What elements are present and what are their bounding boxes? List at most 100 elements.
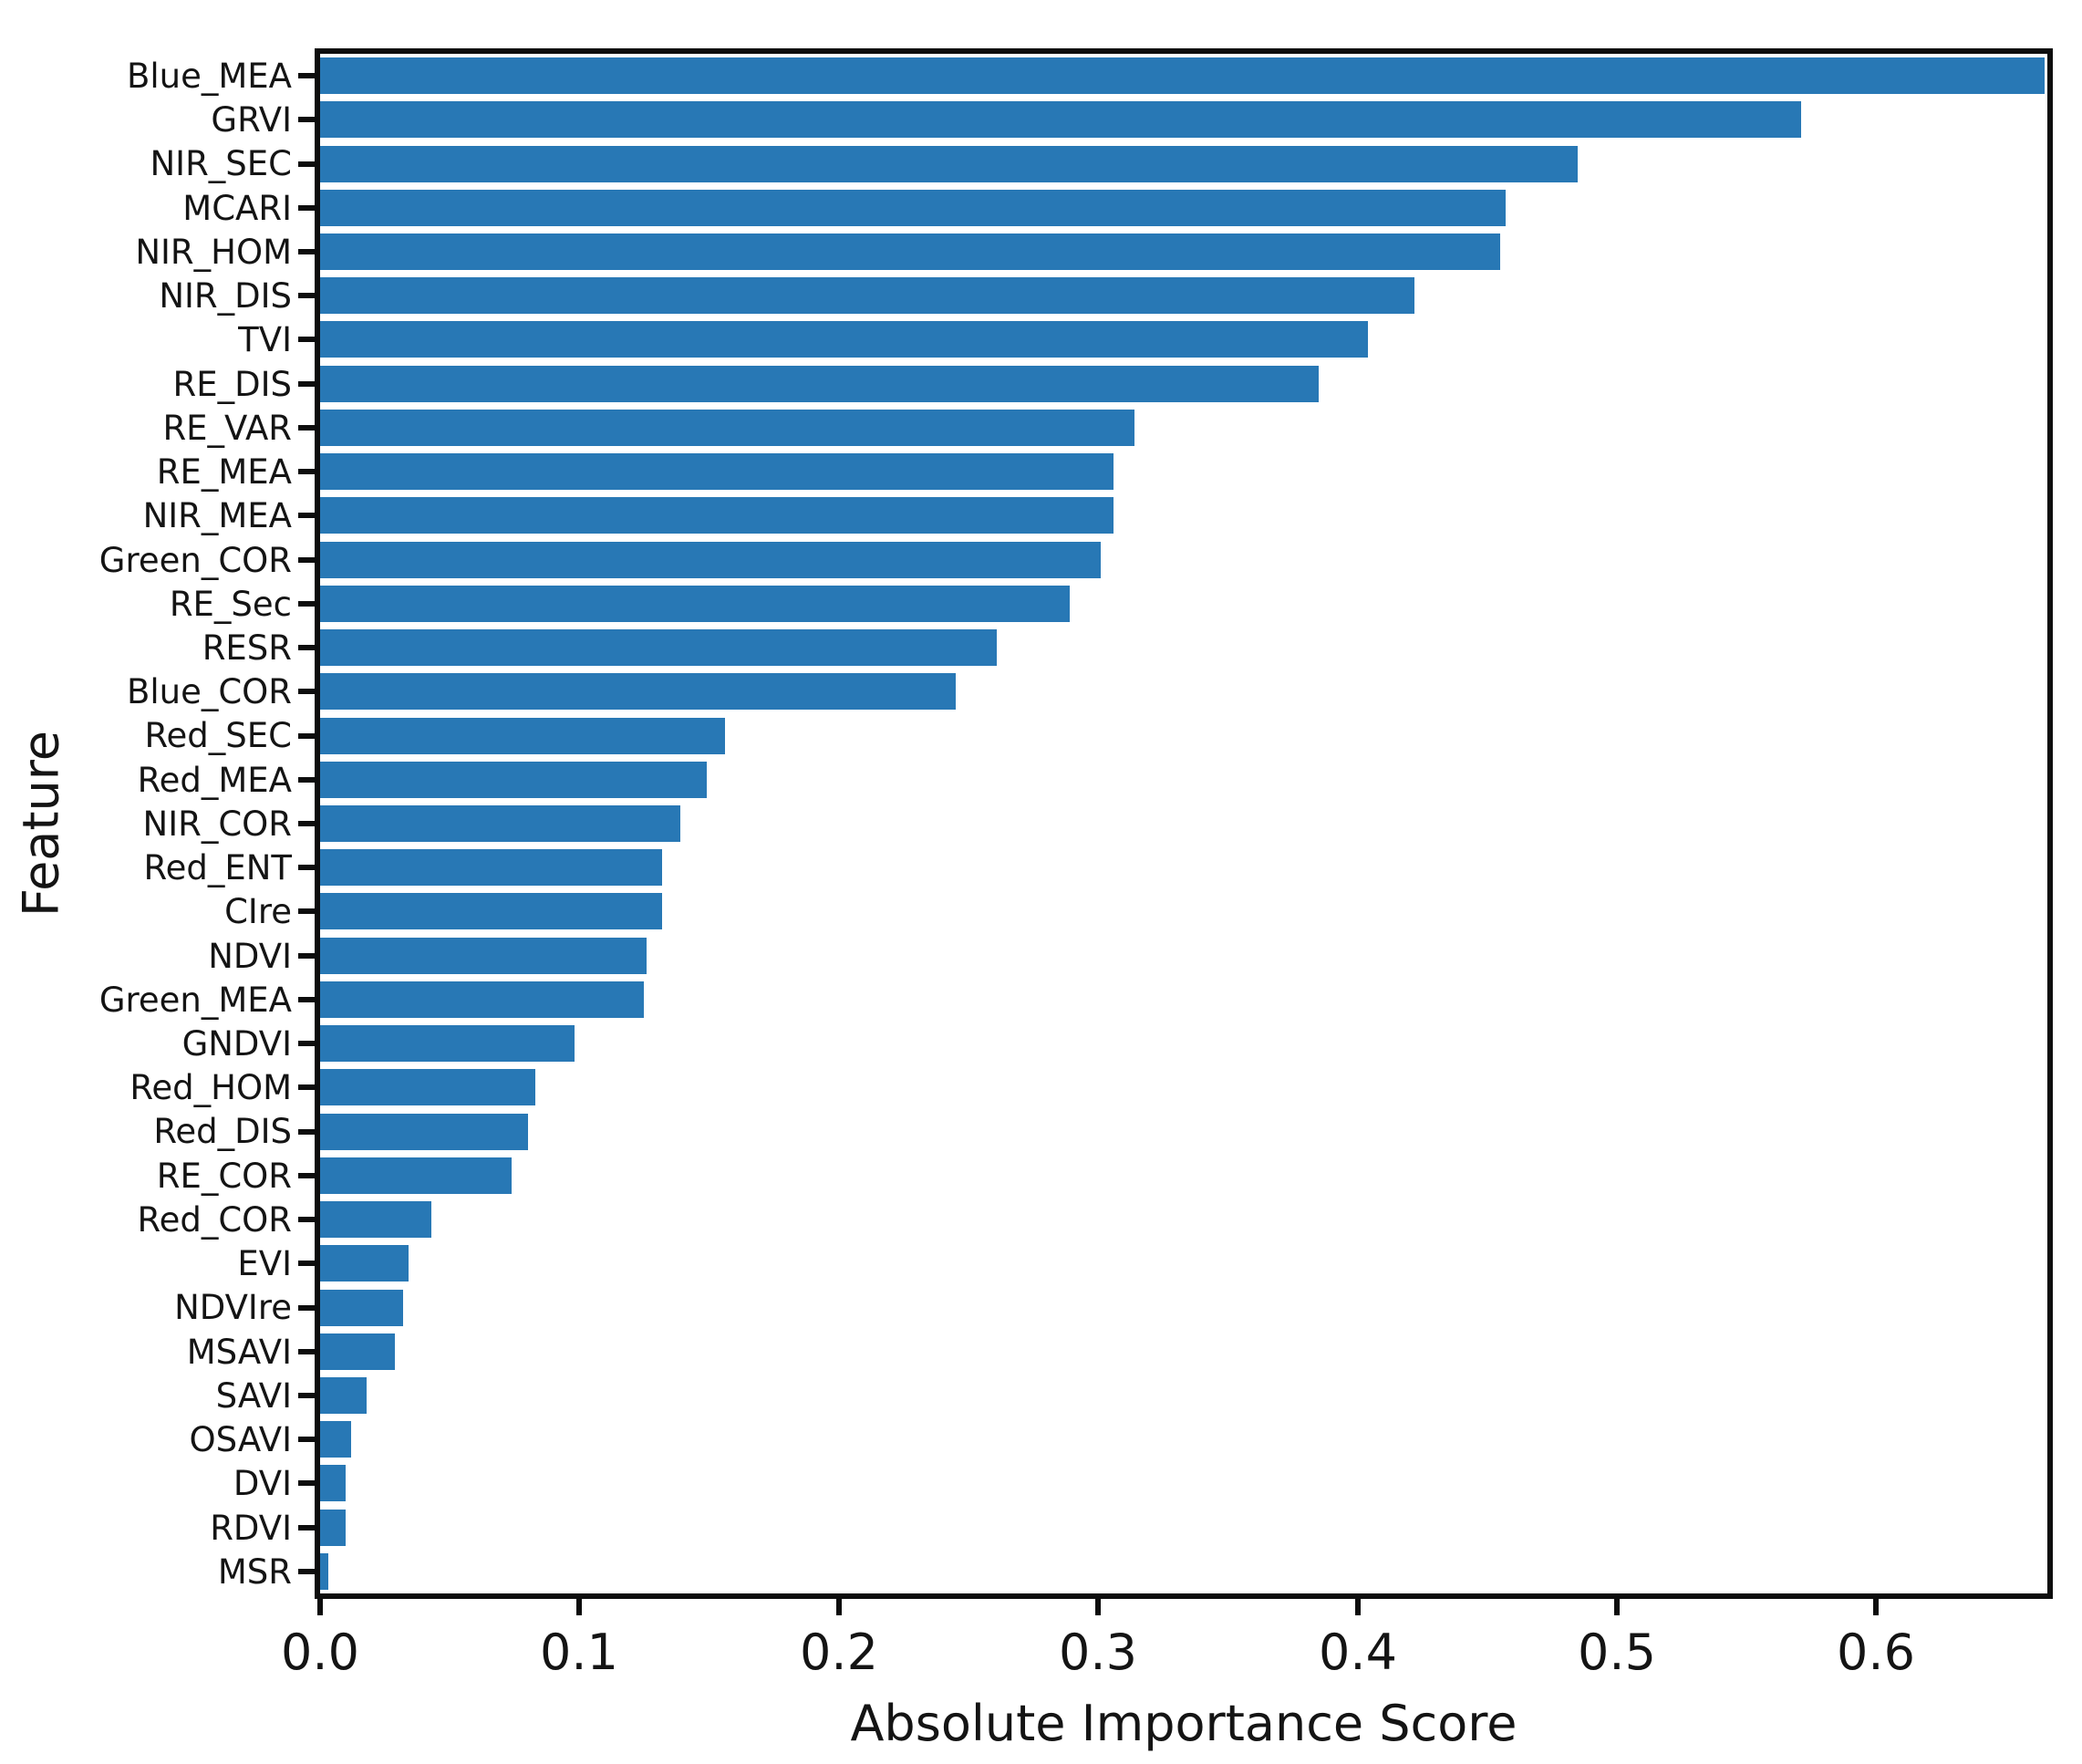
x-tick-label: 0.4 bbox=[1319, 1624, 1397, 1681]
y-tick-mark bbox=[298, 161, 320, 167]
y-tick-mark bbox=[298, 601, 320, 607]
y-tick-label: NIR_DIS bbox=[159, 275, 292, 316]
bar-NDVI bbox=[320, 938, 647, 974]
bar-TVI bbox=[320, 321, 1368, 358]
x-axis-title: Absolute Importance Score bbox=[850, 1695, 1517, 1752]
y-tick-label: RE_VAR bbox=[162, 408, 292, 448]
y-tick-label: CIre bbox=[224, 891, 292, 931]
bar-RESR bbox=[320, 629, 997, 666]
y-tick-mark bbox=[298, 645, 320, 650]
bar-Blue_COR bbox=[320, 673, 956, 710]
bar-SAVI bbox=[320, 1377, 367, 1414]
y-tick-mark bbox=[298, 249, 320, 254]
y-tick-label: OSAVI bbox=[189, 1419, 292, 1459]
y-tick-mark bbox=[298, 1525, 320, 1531]
bar-Red_SEC bbox=[320, 718, 725, 754]
y-tick-mark bbox=[298, 1480, 320, 1486]
x-tick-mark bbox=[317, 1593, 323, 1615]
bar-Red_COR bbox=[320, 1201, 431, 1238]
y-tick-label: SAVI bbox=[215, 1375, 292, 1416]
y-tick-mark bbox=[298, 469, 320, 474]
y-tick-mark bbox=[298, 73, 320, 78]
y-tick-label: Green_COR bbox=[98, 540, 292, 580]
y-tick-label: NDVIre bbox=[174, 1287, 292, 1327]
y-tick-mark bbox=[298, 689, 320, 694]
y-tick-label: TVI bbox=[238, 319, 292, 359]
bar-NDVIre bbox=[320, 1290, 403, 1326]
y-tick-mark bbox=[298, 777, 320, 783]
bar-GNDVI bbox=[320, 1025, 575, 1062]
x-tick-label: 0.2 bbox=[800, 1624, 878, 1681]
y-tick-label: EVI bbox=[237, 1243, 292, 1283]
y-tick-mark bbox=[298, 1041, 320, 1046]
y-tick-mark bbox=[298, 1393, 320, 1398]
bar-Green_MEA bbox=[320, 981, 644, 1018]
y-tick-label: Red_SEC bbox=[144, 715, 293, 755]
y-tick-mark bbox=[298, 1305, 320, 1311]
y-tick-label: MSR bbox=[217, 1551, 292, 1592]
y-tick-label: RE_Sec bbox=[169, 584, 292, 624]
y-tick-label: Red_ENT bbox=[143, 847, 292, 887]
x-tick-mark bbox=[1095, 1593, 1101, 1615]
bar-DVI bbox=[320, 1465, 346, 1501]
y-tick-mark bbox=[298, 733, 320, 739]
y-tick-mark bbox=[298, 205, 320, 211]
bar-MSR bbox=[320, 1553, 328, 1590]
y-tick-mark bbox=[298, 293, 320, 298]
bar-MSAVI bbox=[320, 1333, 395, 1370]
bar-Red_HOM bbox=[320, 1069, 535, 1105]
y-tick-label: Red_HOM bbox=[129, 1067, 292, 1107]
bar-NIR_DIS bbox=[320, 277, 1414, 314]
y-tick-mark bbox=[298, 865, 320, 870]
y-tick-label: GRVI bbox=[211, 99, 292, 140]
y-tick-label: NIR_SEC bbox=[150, 143, 293, 183]
y-tick-mark bbox=[298, 908, 320, 914]
x-tick-mark bbox=[1873, 1593, 1879, 1615]
y-tick-mark bbox=[298, 557, 320, 563]
bar-RE_VAR bbox=[320, 410, 1134, 446]
y-tick-label: MCARI bbox=[182, 188, 292, 228]
bar-NIR_HOM bbox=[320, 233, 1500, 270]
y-tick-mark bbox=[298, 1261, 320, 1266]
x-tick-label: 0.0 bbox=[281, 1624, 359, 1681]
bar-Blue_MEA bbox=[320, 57, 2045, 94]
bar-Red_DIS bbox=[320, 1114, 528, 1150]
bar-OSAVI bbox=[320, 1421, 351, 1458]
bar-NIR_MEA bbox=[320, 497, 1114, 534]
bar-Red_ENT bbox=[320, 849, 662, 886]
y-tick-label: Blue_COR bbox=[126, 671, 292, 711]
bar-RE_COR bbox=[320, 1157, 512, 1194]
y-tick-label: Red_COR bbox=[137, 1199, 292, 1240]
y-tick-label: Red_MEA bbox=[137, 760, 292, 800]
y-tick-mark bbox=[298, 513, 320, 518]
y-tick-label: MSAVI bbox=[186, 1332, 292, 1372]
bar-Green_COR bbox=[320, 542, 1101, 578]
y-tick-mark bbox=[298, 1217, 320, 1222]
y-tick-label: NIR_HOM bbox=[135, 232, 292, 272]
y-tick-mark bbox=[298, 1084, 320, 1090]
y-tick-mark bbox=[298, 381, 320, 387]
bar-MCARI bbox=[320, 190, 1506, 226]
y-tick-label: DVI bbox=[233, 1463, 292, 1503]
y-tick-label: RESR bbox=[202, 628, 292, 668]
y-tick-mark bbox=[298, 953, 320, 959]
y-tick-mark bbox=[298, 337, 320, 342]
y-tick-label: RE_COR bbox=[156, 1156, 292, 1196]
y-tick-label: RE_MEA bbox=[156, 451, 292, 492]
bar-NIR_COR bbox=[320, 805, 680, 842]
bar-GRVI bbox=[320, 101, 1801, 138]
bar-RDVI bbox=[320, 1510, 346, 1546]
bar-NIR_SEC bbox=[320, 146, 1578, 182]
bar-EVI bbox=[320, 1245, 409, 1281]
y-tick-label: RE_DIS bbox=[172, 364, 292, 404]
y-tick-mark bbox=[298, 1437, 320, 1442]
y-tick-label: Green_MEA bbox=[98, 980, 292, 1020]
x-tick-label: 0.5 bbox=[1578, 1624, 1656, 1681]
y-tick-label: NIR_MEA bbox=[142, 495, 292, 535]
x-tick-label: 0.1 bbox=[540, 1624, 618, 1681]
bar-Red_MEA bbox=[320, 762, 707, 798]
y-tick-mark bbox=[298, 1173, 320, 1178]
y-tick-mark bbox=[298, 1569, 320, 1574]
x-tick-mark bbox=[576, 1593, 582, 1615]
